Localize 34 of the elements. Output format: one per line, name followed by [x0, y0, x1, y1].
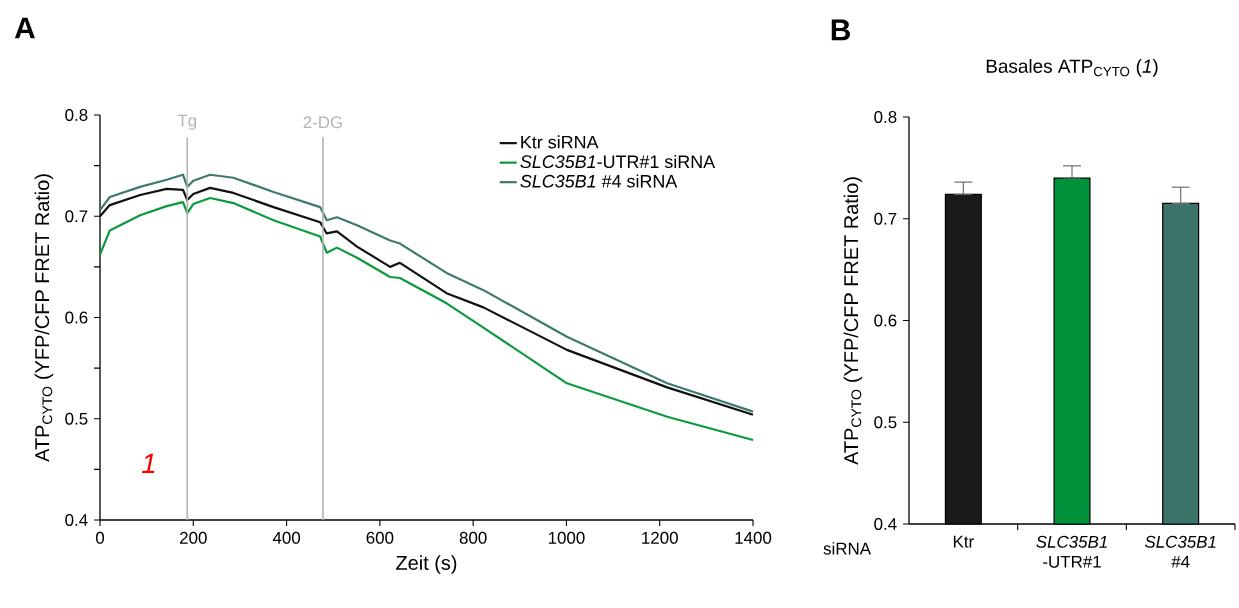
y-tick-label: 0.8	[874, 110, 897, 123]
y-axis-title: ATP$_{CYTO}$ (YFP/CFP FRET Ratio)	[34, 174, 54, 462]
x-tick-label: 600	[366, 531, 394, 544]
legend-label: SLC35B1 #4 siRNA	[520, 174, 678, 188]
legend-label: Ktr siRNA	[521, 135, 599, 149]
x-tick-label: Ktr	[953, 535, 974, 548]
ref-line-label: 2-DG	[303, 116, 342, 129]
x-tick-label: 400	[272, 531, 301, 544]
y-tick-label: 0.4	[874, 517, 897, 530]
y-tick-label: 0.8	[65, 108, 88, 121]
y-tick-label: 0.7	[65, 210, 88, 223]
x-tick-label: 1000	[548, 531, 585, 544]
text: B	[831, 19, 850, 41]
annotation: 1	[141, 453, 155, 473]
legend-label: SLC35B1-UTR#1 siRNA	[520, 154, 716, 169]
x-tick-label: 1200	[642, 531, 678, 544]
y-axis-title: ATP$_{CYTO}$ (YFP/CFP FRET Ratio)	[843, 177, 863, 465]
y-tick-label: 0.4	[65, 513, 88, 526]
chart-title: Basales ATP$_{CYTO}$ (1)	[986, 59, 1158, 77]
ref-line-label: Tg	[177, 114, 197, 130]
y-tick-label: 0.5	[874, 416, 897, 429]
x-axis-title: Zeit (s)	[396, 555, 457, 574]
x-tick-label: SLC35B1 -UTR#1	[1036, 535, 1107, 568]
text: siRNA	[823, 542, 872, 555]
x-tick-label: SLC35B1 #4	[1144, 535, 1216, 568]
y-tick-label: 0.5	[65, 412, 88, 425]
y-tick-label: 0.6	[874, 314, 897, 327]
y-tick-label: 0.6	[65, 311, 88, 324]
y-tick-label: 0.7	[874, 212, 897, 225]
x-tick-label: 800	[459, 531, 487, 544]
x-tick-label: 0	[95, 531, 105, 544]
x-tick-label: 200	[180, 531, 207, 544]
text: A	[14, 17, 35, 39]
x-tick-label: 1400	[735, 531, 772, 544]
